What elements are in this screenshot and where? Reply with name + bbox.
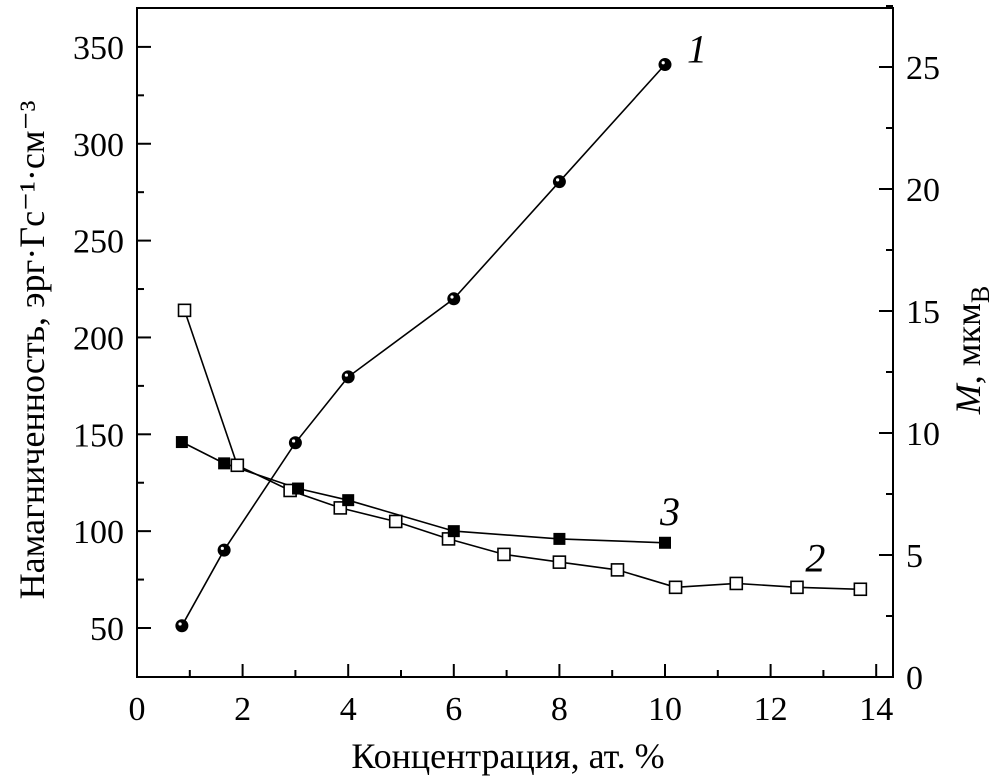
x-tick-label: 14 <box>859 691 893 728</box>
ticks: 0 2 4 6 8 10 12 1450100150200250300350051015202… <box>73 5 940 728</box>
y-right-axis-unit: , мкм <box>948 303 988 384</box>
series-1-point <box>658 58 672 72</box>
y-left-tick-label: 250 <box>73 224 124 261</box>
series-1-point <box>447 292 461 306</box>
y-left-tick-label: 100 <box>73 514 124 551</box>
series-3-point <box>342 494 355 507</box>
x-tick-label: 12 <box>754 691 788 728</box>
y-left-tick-label: 50 <box>90 611 124 648</box>
series-2-point <box>729 576 744 591</box>
series-3-point <box>447 525 460 538</box>
series-3-point <box>553 532 566 545</box>
y-right-tick-label: 25 <box>906 50 940 87</box>
series-2-label: 2 <box>805 535 825 580</box>
series-3-line <box>181 441 666 544</box>
series-1-point-highlight <box>450 295 454 299</box>
series-1-point <box>288 436 302 450</box>
series-3-point <box>175 436 188 449</box>
y-left-tick-label: 300 <box>73 127 124 164</box>
series-1-line <box>181 64 666 627</box>
series-2-point <box>388 514 403 529</box>
series-1-point-highlight <box>344 373 348 377</box>
x-tick-label: 6 <box>445 691 462 728</box>
x-axis-title: Концентрация, ат. % <box>351 736 664 776</box>
y-right-tick-label: 10 <box>906 416 940 453</box>
series-3-point <box>218 457 231 470</box>
series-1-point-highlight <box>292 439 296 443</box>
series-2-point <box>177 303 192 318</box>
series-2-line <box>183 310 861 591</box>
series-1-point <box>175 619 189 633</box>
series-lines <box>181 64 861 627</box>
series-1-point <box>341 370 355 384</box>
y-right-axis-title: M, мкмB <box>948 286 995 415</box>
axes <box>136 7 894 678</box>
series-1-point-highlight <box>556 178 560 182</box>
series-1-label: 1 <box>687 27 707 72</box>
series-1-point-highlight <box>220 546 224 550</box>
series-3-label: 3 <box>659 489 680 534</box>
y-right-axis-subscript: B <box>966 286 995 303</box>
x-tick-label: 4 <box>340 691 357 728</box>
plot-frame <box>136 7 894 678</box>
series-1-point <box>552 175 566 189</box>
y-left-tick-label: 200 <box>73 320 124 357</box>
series-1-point-highlight <box>178 622 182 626</box>
y-left-tick-label: 150 <box>73 417 124 454</box>
series-1-point-highlight <box>661 61 665 65</box>
series-markers <box>175 58 868 633</box>
y-right-tick-label: 20 <box>906 172 940 209</box>
series-labels: 1 2 3 <box>659 27 825 581</box>
series-2-point <box>668 580 683 595</box>
series-3-point <box>292 482 305 495</box>
y-right-axis-symbol: M <box>948 382 988 415</box>
x-tick-label: 10 <box>648 691 682 728</box>
y-right-tick-label: 15 <box>906 294 940 331</box>
series-2-point <box>853 582 868 597</box>
y-left-tick-label: 350 <box>73 30 124 67</box>
x-tick-label: 0 <box>129 691 146 728</box>
series-3-point <box>659 536 671 549</box>
y-right-tick-label: 5 <box>906 538 923 575</box>
series-2-point <box>552 555 567 569</box>
x-tick-label: 2 <box>234 691 251 728</box>
y-left-axis-title: Намагниченность, эрг·Гс⁻¹·см⁻³ <box>12 100 52 599</box>
series-2-point <box>790 580 804 595</box>
series-2-point <box>497 547 511 562</box>
y-right-tick-label: 0 <box>906 660 923 697</box>
series-2-point <box>230 458 245 473</box>
series-1-point <box>217 543 231 557</box>
series-2-point <box>610 563 625 577</box>
x-tick-label: 8 <box>551 691 568 728</box>
